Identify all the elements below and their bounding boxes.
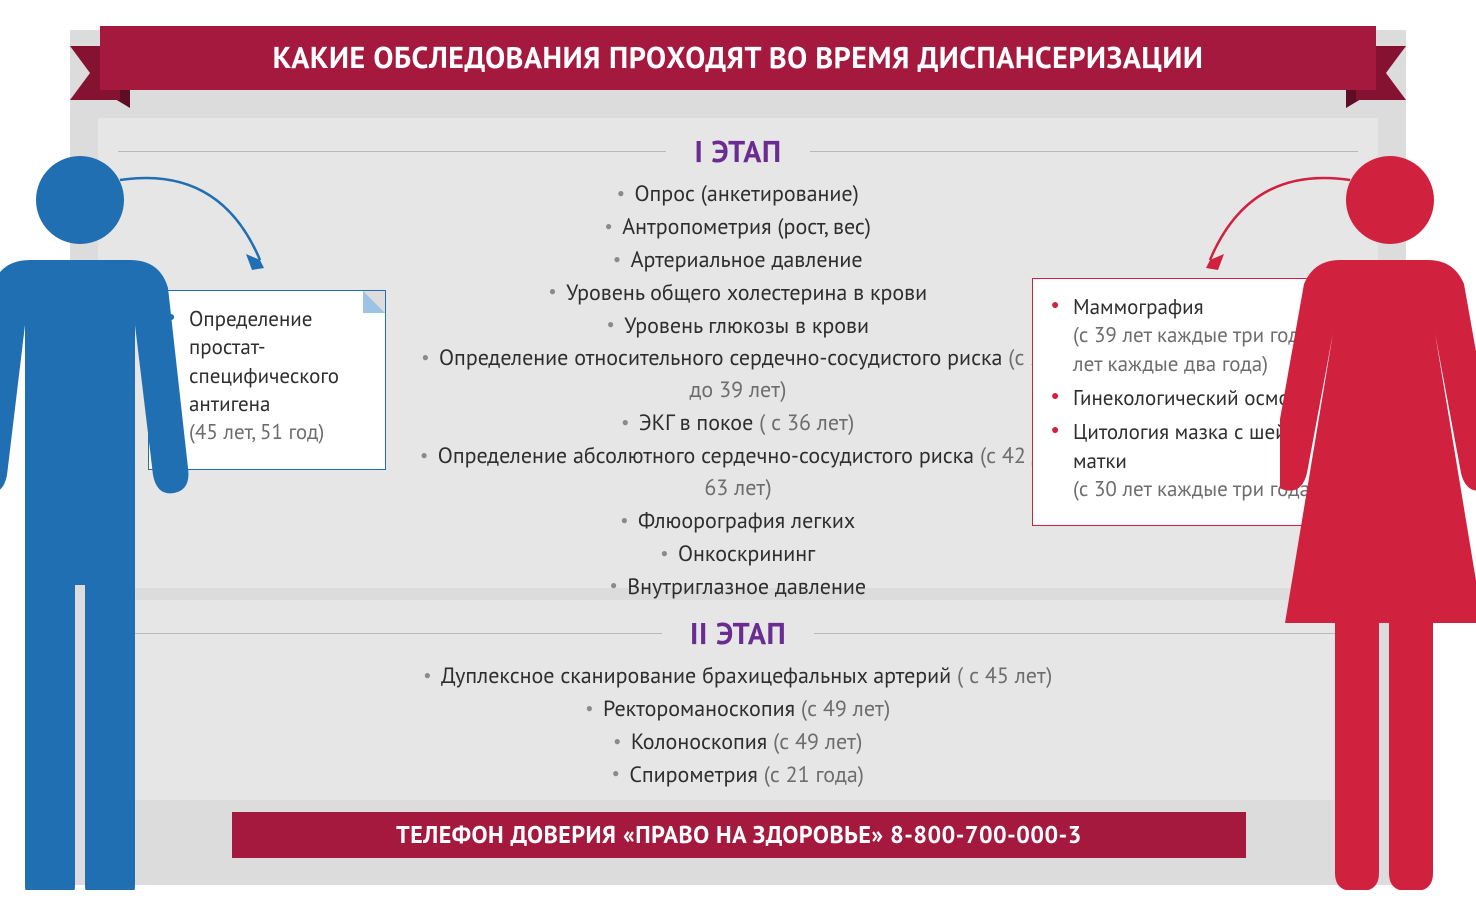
divider-line <box>118 633 662 634</box>
list-item-text: Антропометрия (рост, вес) <box>622 213 871 241</box>
note-item: Определение простат-специфического антиг… <box>167 305 367 447</box>
list-item: Антропометрия (рост, вес) <box>418 212 1058 244</box>
list-item: Колоноскопия (с 49 лет) <box>418 727 1058 759</box>
list-item-note: ( с 36 лет) <box>753 409 854 437</box>
list-item-text: Уровень глюкозы в крови <box>624 312 869 340</box>
list-item-note: (с 21 года) <box>758 761 864 789</box>
note-item-text: Гинекологический осмотр <box>1073 384 1309 411</box>
list-item-text: Внутриглазное давление <box>627 573 866 601</box>
stage2-list: Дуплексное сканирование брахицефальных а… <box>418 661 1058 792</box>
stage1-list: Опрос (анкетирование) Антропометрия (рост… <box>418 179 1058 604</box>
divider-line <box>118 151 666 152</box>
list-item-text: Ректороманоскопия <box>603 695 795 723</box>
list-item-text: Дуплексное сканирование брахицефальных а… <box>441 662 951 690</box>
list-item: ЭКГ в покое ( с 36 лет) <box>418 408 1058 440</box>
list-item: Внутриглазное давление <box>418 572 1058 604</box>
stage2-title: II ЭТАП <box>662 614 814 653</box>
list-item-text: Уровень общего холестерина в крови <box>566 279 927 307</box>
list-item-text: Спирометрия <box>629 761 758 789</box>
list-item-text: Онкоскрининг <box>678 540 815 568</box>
list-item: Дуплексное сканирование брахицефальных а… <box>418 661 1058 693</box>
footer-bar: ТЕЛЕФОН ДОВЕРИЯ «ПРАВО НА ЗДОРОВЬЕ» 8-80… <box>232 812 1246 858</box>
note-item-text: Цитология мазка с шейки матки <box>1073 418 1308 473</box>
list-item-text: ЭКГ в покое <box>639 409 753 437</box>
list-item-note: (с 49 лет) <box>767 728 862 756</box>
male-note-list: Определение простат-специфического антиг… <box>167 305 367 447</box>
note-item-sub: (45 лет, 51 год) <box>189 418 367 446</box>
list-item-text: Определение абсолютного сердечно-сосудис… <box>438 442 974 470</box>
list-item: Уровень общего холестерина в крови <box>418 278 1058 310</box>
list-item-text: Флюорография легких <box>638 507 855 535</box>
list-item: Уровень глюкозы в крови <box>418 311 1058 343</box>
list-item-text: Артериальное давление <box>631 246 863 274</box>
stage2-divider: II ЭТАП <box>118 614 1358 653</box>
list-item: Ректороманоскопия (с 49 лет) <box>418 694 1058 726</box>
list-item: Артериальное давление <box>418 245 1058 277</box>
list-item-text: Колоноскопия <box>631 728 767 756</box>
list-item: Онкоскрининг <box>418 539 1058 571</box>
stage1-divider: I ЭТАП <box>118 132 1358 171</box>
divider-line <box>810 151 1358 152</box>
stage2-panel: II ЭТАП Дуплексное сканирование брахицеф… <box>98 600 1378 800</box>
list-item: Спирометрия (с 21 года) <box>418 760 1058 792</box>
list-item: Определение относительного сердечно-сосу… <box>418 343 1058 407</box>
stage1-title: I ЭТАП <box>666 132 809 171</box>
list-item: Флюорография легких <box>418 506 1058 538</box>
note-item-text: Определение простат-специфического антиг… <box>189 305 339 417</box>
list-item: Опрос (анкетирование) <box>418 179 1058 211</box>
list-item-text: Определение относительного сердечно-сосу… <box>439 344 1002 372</box>
divider-line <box>814 633 1358 634</box>
header-banner: КАКИЕ ОБСЛЕДОВАНИЯ ПРОХОДЯТ ВО ВРЕМЯ ДИС… <box>100 26 1376 90</box>
female-arrow-icon <box>1170 170 1370 310</box>
list-item-text: Опрос (анкетирование) <box>634 180 858 208</box>
list-item: Определение абсолютного сердечно-сосудис… <box>418 441 1058 505</box>
list-item-note: (с 49 лет) <box>795 695 890 723</box>
male-arrow-icon <box>100 170 300 310</box>
list-item-note: ( с 45 лет) <box>951 662 1052 690</box>
